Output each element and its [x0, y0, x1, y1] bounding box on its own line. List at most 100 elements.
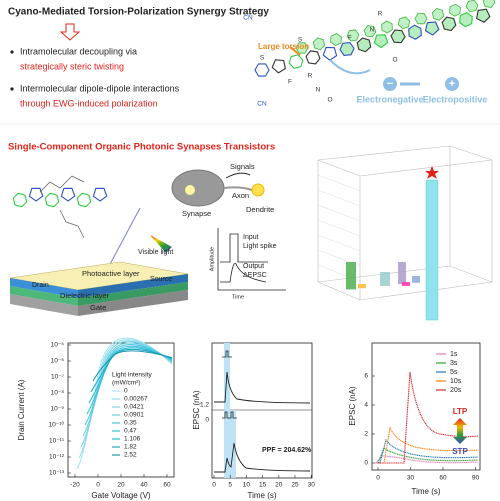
ring	[397, 16, 411, 30]
plus-sign: +	[449, 78, 455, 90]
grid-line	[317, 189, 361, 207]
grid-line	[317, 219, 361, 237]
ring	[295, 42, 309, 54]
transfer-chart: 10⁻⁵ 10⁻⁶ 10⁻⁷ 10⁻⁸ 10⁻⁹ 10⁻¹⁰ 10⁻¹¹ 10⁻¹² 10⁻¹³…	[17, 337, 175, 500]
axis-label: Drain Current (A)	[17, 379, 26, 440]
atom-label: S	[298, 37, 303, 44]
y-tick-label: 10⁻⁷	[51, 374, 65, 381]
legend-label: 0.00267	[124, 396, 148, 403]
dendrite	[251, 183, 265, 197]
bullet	[10, 87, 14, 91]
pulse-label: Input	[243, 234, 259, 241]
legend-label: 20s	[450, 387, 462, 394]
double-arrow	[453, 418, 467, 444]
x-tick-label: 0	[212, 482, 216, 489]
minus-sign: −	[387, 78, 393, 90]
synapse-label: Dendrite	[246, 205, 274, 214]
legend-label: 5s	[450, 369, 458, 376]
device-title: Single-Component Organic Photonic Synaps…	[8, 142, 275, 153]
curve	[92, 350, 173, 382]
axis-label: Time (s)	[411, 487, 440, 496]
atom-label: O	[327, 97, 332, 104]
x-tick-label: 90	[472, 475, 480, 482]
ring	[92, 187, 108, 202]
y-tick-label: 0	[205, 417, 209, 424]
decay-curve	[377, 447, 479, 464]
legend-label: 0.47	[124, 428, 137, 435]
ppf-note: PPF = 204.62%	[262, 447, 312, 454]
ring	[381, 20, 393, 34]
layer-side	[10, 278, 78, 298]
gate-side	[10, 294, 78, 316]
ring	[414, 13, 428, 25]
ring	[44, 192, 60, 208]
x-tick-label: 10	[243, 482, 251, 489]
ring	[476, 8, 491, 23]
y-tick-label: 0	[364, 460, 368, 467]
pulse-axis-label: Time	[232, 294, 244, 300]
ppf-chart: 1.2 0 0 5 10 15 20 25 30 PPF = 204.62% Time (s) EPS…	[192, 342, 315, 500]
bar	[358, 284, 366, 289]
y-tick-label: 4	[364, 402, 368, 409]
y-tick-label: 10⁻⁶	[51, 358, 65, 365]
y-tick-label: 2	[364, 431, 368, 438]
ring	[390, 29, 406, 44]
pulse-label: ΔEPSC	[243, 272, 267, 279]
axon-line	[223, 186, 253, 191]
bar	[398, 262, 406, 285]
ltp-label: LTP	[453, 407, 468, 416]
legend-label: 1.82	[124, 444, 137, 451]
curve	[90, 348, 173, 393]
epsc-curve	[214, 442, 311, 473]
ring	[305, 50, 321, 65]
legend-label: 1s	[450, 351, 458, 358]
bullet-text: Intermolecular dipole-dipole interaction…	[20, 83, 180, 93]
ring	[288, 54, 304, 69]
bullet	[10, 50, 14, 54]
x-tick-label: 25	[291, 482, 299, 489]
ring	[431, 8, 445, 21]
light-triangle	[150, 235, 172, 253]
curve	[80, 340, 173, 448]
ring	[408, 24, 422, 40]
ring	[373, 34, 389, 49]
curve	[76, 337, 173, 470]
y-tick-label: 10⁻¹²	[49, 454, 65, 461]
y-tick-label: 10⁻¹³	[49, 470, 65, 477]
legend-title: (mW/cm²)	[112, 380, 141, 387]
x-tick-label: 0	[376, 475, 380, 482]
arrow	[329, 59, 371, 75]
layer-label: Source	[150, 276, 172, 283]
torsion-label: Large torsion	[258, 42, 309, 51]
y-tick-label: 10⁻⁹	[51, 406, 65, 413]
dielectric-side	[78, 282, 188, 306]
dielectric-side	[10, 286, 78, 306]
atom-label: R	[378, 11, 383, 18]
atom-label: S	[260, 55, 265, 62]
ring	[363, 25, 377, 38]
ring	[28, 187, 44, 202]
pulse-axis-label: Amplitude	[209, 247, 215, 271]
atom-label: F	[348, 35, 352, 42]
input-pulse	[220, 233, 268, 263]
ring	[356, 37, 372, 53]
layer-label: Dielectric layer	[60, 291, 110, 300]
curve	[78, 339, 173, 459]
legend-label: 1.106	[124, 436, 141, 443]
atom-label: N	[316, 87, 321, 94]
plot-frame	[67, 342, 175, 478]
x-tick-label: 60	[439, 475, 447, 482]
layer-label: Photoactive layer	[82, 269, 140, 278]
bar	[346, 262, 356, 290]
y-tick-label: 6	[364, 373, 368, 380]
x-tick-label: 5	[228, 482, 232, 489]
star	[425, 166, 439, 179]
atom-label: N	[370, 27, 375, 34]
ring	[254, 63, 270, 77]
atom-label: R	[308, 73, 313, 80]
light-band	[230, 410, 236, 478]
light-label: Visible light	[138, 249, 173, 256]
